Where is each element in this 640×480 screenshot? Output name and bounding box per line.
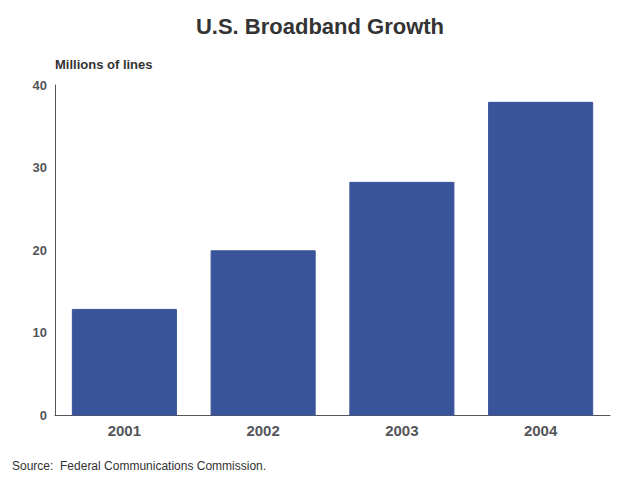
svg-text:0: 0 (40, 408, 47, 423)
svg-text:Source: Federal Communication: Source: Federal Communications Commissio… (12, 459, 266, 473)
svg-text:2003: 2003 (385, 422, 418, 439)
svg-text:10: 10 (33, 325, 47, 340)
svg-text:2002: 2002 (246, 422, 279, 439)
svg-text:40: 40 (33, 78, 47, 93)
svg-text:2004: 2004 (524, 422, 558, 439)
svg-text:2001: 2001 (108, 422, 141, 439)
svg-text:20: 20 (33, 243, 47, 258)
svg-text:U.S. Broadband Growth: U.S. Broadband Growth (196, 14, 444, 39)
svg-text:Millions of lines: Millions of lines (55, 57, 153, 72)
svg-text:30: 30 (33, 160, 47, 175)
